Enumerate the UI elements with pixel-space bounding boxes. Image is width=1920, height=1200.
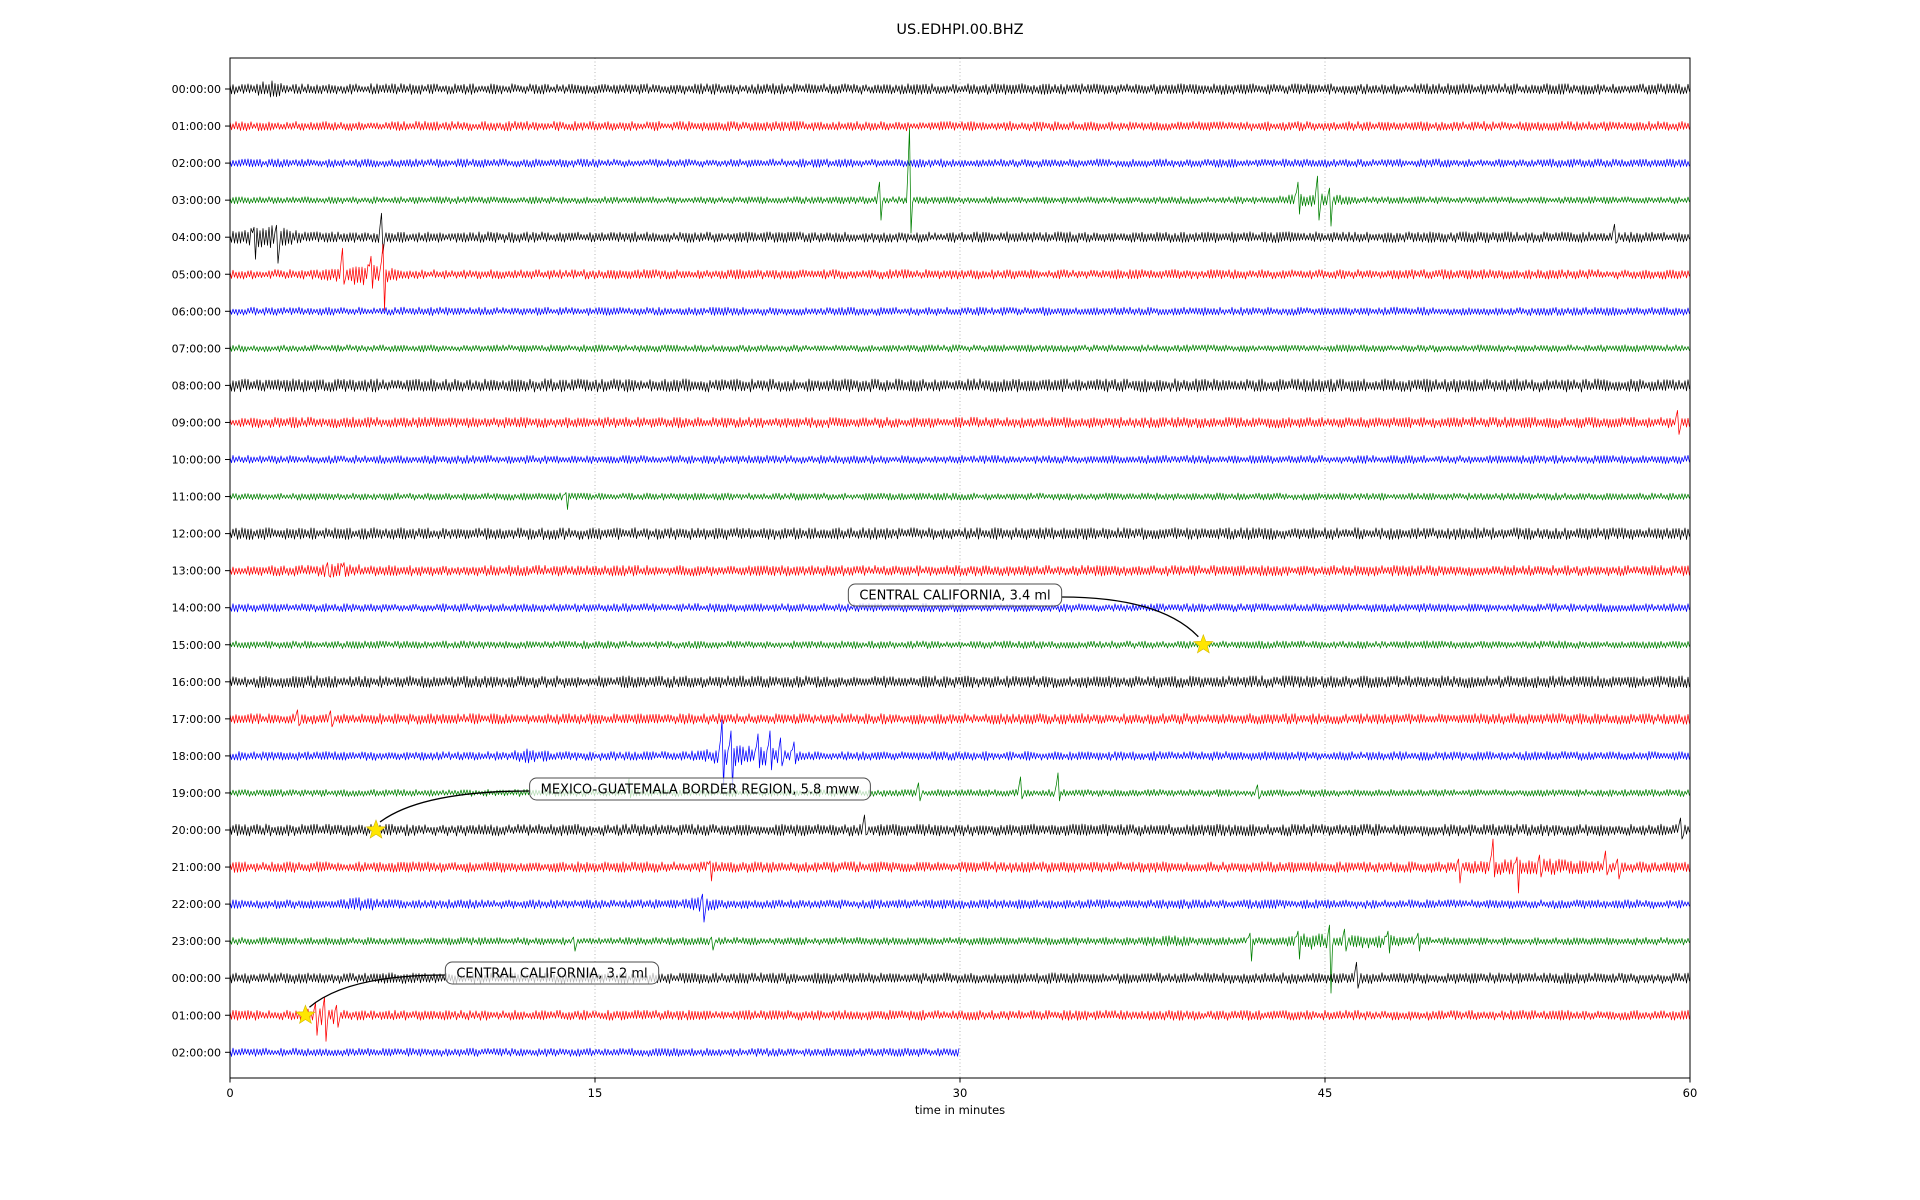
y-tick-label: 23:00:00 <box>172 935 221 948</box>
y-tick-label: 01:00:00 <box>172 120 221 133</box>
y-tick-label: 12:00:00 <box>172 528 221 541</box>
event-annotation-1: MEXICO-GUATEMALA BORDER REGION, 5.8 mww <box>365 777 871 839</box>
y-tick-label: 08:00:00 <box>172 379 221 392</box>
y-tick-label: 18:00:00 <box>172 750 221 763</box>
event-label-box <box>444 961 660 985</box>
y-tick-label: 22:00:00 <box>172 898 221 911</box>
y-tick-label: 00:00:00 <box>172 972 221 985</box>
y-tick-label: 00:00:00 <box>172 83 221 96</box>
axis-layer: 0 15 30 45 60 00:00:00 01:00:00 02:00:00 03:00:0… <box>172 57 1698 1100</box>
event-annotation-0: CENTRAL CALIFORNIA, 3.4 ml <box>847 583 1214 654</box>
trace-row-0-00:00:00 <box>229 80 1690 98</box>
event-label: MEXICO-GUATEMALA BORDER REGION, 5.8 mww <box>541 783 860 798</box>
trace-row-10-10:00:00 <box>229 454 1690 465</box>
y-tick-label: 19:00:00 <box>172 787 221 800</box>
trace-row-15-15:00:00 <box>229 640 1690 649</box>
trace-row-5-05:00:00 <box>229 243 1690 311</box>
trace-row-23-23:00:00 <box>229 924 1690 994</box>
plot-frame <box>229 57 1691 1079</box>
y-tick-label: 16:00:00 <box>172 676 221 689</box>
x-tick-label: 0 <box>226 1086 233 1100</box>
y-tick-label: 15:00:00 <box>172 639 221 652</box>
grid-layer <box>594 58 1326 1078</box>
event-label-box <box>847 583 1063 607</box>
trace-row-18-18:00:00 <box>229 719 1690 790</box>
event-arrow <box>309 974 446 1008</box>
event-arrow <box>379 790 530 823</box>
y-tick-label: 02:00:00 <box>172 1046 221 1059</box>
x-tick-label: 30 <box>953 1086 968 1100</box>
event-label: CENTRAL CALIFORNIA, 3.2 ml <box>456 967 647 982</box>
plot-title: US.EDHPI.00.BHZ <box>896 22 1023 38</box>
x-tick-label: 15 <box>588 1086 603 1100</box>
trace-row-13-13:00:00 <box>229 562 1690 578</box>
x-axis-label: time in minutes <box>915 1103 1005 1117</box>
trace-row-11-11:00:00 <box>229 492 1690 510</box>
y-tick-label: 20:00:00 <box>172 824 221 837</box>
event-star-icon <box>295 1004 316 1025</box>
trace-row-12-12:00:00 <box>229 527 1690 540</box>
event-annotation-2: CENTRAL CALIFORNIA, 3.2 ml <box>295 961 660 1025</box>
trace-row-1-01:00:00 <box>229 120 1690 132</box>
y-tick-label: 04:00:00 <box>172 231 221 244</box>
y-tick-label: 10:00:00 <box>172 454 221 467</box>
trace-row-20-20:00:00 <box>229 814 1690 840</box>
y-tick-label: 21:00:00 <box>172 861 221 874</box>
y-tick-label: 03:00:00 <box>172 194 221 207</box>
trace-row-25-01:00:00 <box>229 996 1690 1042</box>
event-label-box <box>529 777 871 801</box>
y-tick-label: 11:00:00 <box>172 491 221 504</box>
x-tick-label: 60 <box>1683 1086 1698 1100</box>
event-arrow <box>1061 596 1199 638</box>
trace-row-2-02:00:00 <box>229 158 1690 168</box>
trace-row-4-04:00:00 <box>229 212 1690 264</box>
y-tick-label: 09:00:00 <box>172 416 221 429</box>
trace-row-9-09:00:00 <box>229 410 1690 435</box>
event-star-icon <box>1193 633 1214 654</box>
trace-row-3-03:00:00 <box>229 127 1690 234</box>
trace-row-6-06:00:00 <box>229 306 1690 316</box>
y-tick-label: 17:00:00 <box>172 713 221 726</box>
trace-row-8-08:00:00 <box>229 378 1690 393</box>
y-tick-label: 14:00:00 <box>172 602 221 615</box>
event-label: CENTRAL CALIFORNIA, 3.4 ml <box>859 589 1050 604</box>
trace-row-22-22:00:00 <box>229 893 1690 923</box>
trace-row-21-21:00:00 <box>229 838 1690 894</box>
trace-layer <box>229 80 1690 1057</box>
trace-row-19-19:00:00 <box>229 772 1690 802</box>
y-tick-label: 06:00:00 <box>172 305 221 318</box>
trace-row-26-02:00:00 <box>229 1047 960 1057</box>
annotation-layer: CENTRAL CALIFORNIA, 3.4 ml MEXICO-GUATEMA… <box>295 583 1214 1025</box>
y-tick-label: 07:00:00 <box>172 342 221 355</box>
trace-row-17-17:00:00 <box>229 709 1690 728</box>
y-tick-label: 02:00:00 <box>172 157 221 170</box>
trace-row-16-16:00:00 <box>229 675 1690 689</box>
trace-row-14-14:00:00 <box>229 603 1690 613</box>
y-tick-label: 13:00:00 <box>172 565 221 578</box>
y-tick-label: 05:00:00 <box>172 268 221 281</box>
x-tick-label: 45 <box>1318 1086 1333 1100</box>
trace-row-7-07:00:00 <box>229 344 1690 353</box>
y-tick-label: 01:00:00 <box>172 1009 221 1022</box>
event-star-icon <box>365 819 387 839</box>
